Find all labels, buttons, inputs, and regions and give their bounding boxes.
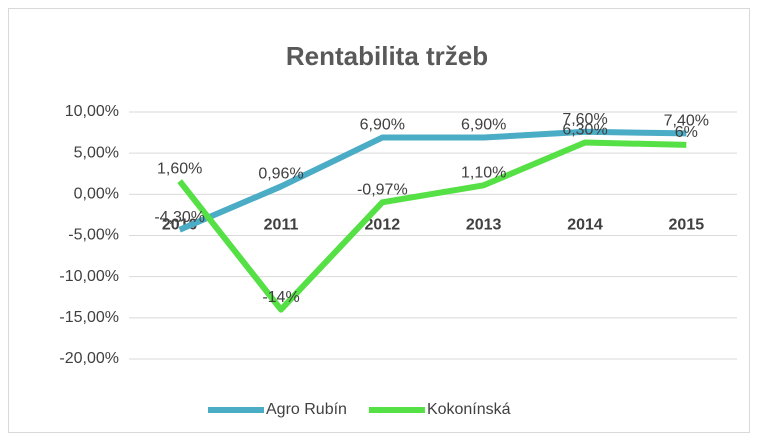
data-label: -14% <box>262 289 299 306</box>
series-line <box>178 128 687 233</box>
data-label: 6,90% <box>360 117 405 134</box>
data-label: -4,30% <box>154 209 205 226</box>
y-tick-label: -5,00% <box>68 227 119 244</box>
data-label: 7,60% <box>562 111 607 128</box>
x-tick-label: 2010 <box>162 217 198 234</box>
data-label: 6% <box>675 124 698 141</box>
x-tick-label: 2011 <box>264 217 299 234</box>
chart-title: Rentabilita tržeb <box>286 41 488 71</box>
data-label: 0,96% <box>258 166 303 183</box>
series-line <box>177 139 687 313</box>
data-label: 6,30% <box>562 122 607 139</box>
data-label: -0,97% <box>357 182 408 199</box>
data-label: 7,40% <box>664 113 709 130</box>
data-label: 1,10% <box>461 164 506 181</box>
x-tick-label: 2014 <box>567 217 603 234</box>
y-tick-label: 5,00% <box>74 144 119 161</box>
x-tick-label: 2012 <box>365 217 401 234</box>
data-label: 1,60% <box>157 160 202 177</box>
y-tick-label: 10,00% <box>65 103 119 120</box>
y-tick-label: -15,00% <box>59 309 119 326</box>
y-tick-label: -20,00% <box>59 350 119 367</box>
x-tick-label: 2013 <box>466 217 502 234</box>
x-tick-label: 2015 <box>669 217 705 234</box>
legend-label: Kokonínská <box>427 401 511 418</box>
y-tick-label: -10,00% <box>59 268 119 285</box>
data-label: 6,90% <box>461 117 506 134</box>
legend-label: Agro Rubín <box>266 401 347 418</box>
chart-border <box>8 8 750 433</box>
y-tick-label: 0,00% <box>74 186 119 203</box>
